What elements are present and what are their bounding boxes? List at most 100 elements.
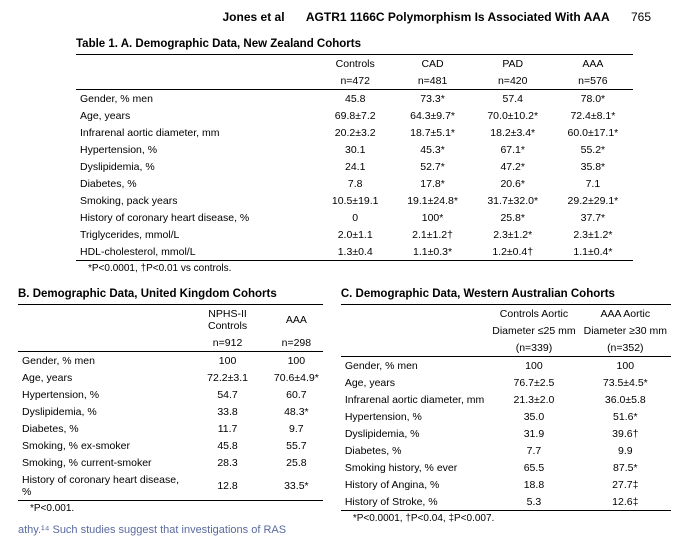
cell: 60.0±17.1* [553,124,633,141]
cell: 35.0 [488,408,579,425]
body-text-stub: athy.¹⁴ Such studies suggest that invest… [18,524,323,536]
cell: 52.7* [392,158,472,175]
table-row: Hypertension, %54.760.7 [18,386,323,403]
table-c: Controls AorticAAA AorticDiameter ≤25 mm… [341,304,671,511]
table-row: Gender, % men45.873.3*57.478.0* [76,90,633,108]
row-label: HDL-cholesterol, mmol/L [76,243,318,261]
table-a-title: Table 1. A. Demographic Data, New Zealan… [76,38,633,50]
cell: 24.1 [318,158,393,175]
row-label: Smoking, pack years [76,192,318,209]
cell: 51.6* [580,408,671,425]
cell: 35.8* [553,158,633,175]
cell: 55.7 [270,437,323,454]
row-label: Age, years [76,107,318,124]
row-label: Smoking, % ex-smoker [18,437,185,454]
cell: 87.5* [580,459,671,476]
table-row: Age, years72.2±3.170.6±4.9* [18,369,323,386]
cell: 76.7±2.5 [488,374,579,391]
table-row: Smoking history, % ever65.587.5* [341,459,671,476]
table-row: Smoking, pack years10.5±19.119.1±24.8*31… [76,192,633,209]
cell: 45.8 [185,437,270,454]
cell: 2.3±1.2* [553,226,633,243]
row-label: Dyslipidemia, % [341,425,488,442]
table-b: NPHS-II ControlsAAAn=912n=298 Gender, % … [18,304,323,501]
cell: 11.7 [185,420,270,437]
cell: 72.4±8.1* [553,107,633,124]
cell: 0 [318,209,393,226]
cell: 45.3* [392,141,472,158]
cell: 7.8 [318,175,393,192]
cell: 70.6±4.9* [270,369,323,386]
cell: 54.7 [185,386,270,403]
table-b-section: B. Demographic Data, United Kingdom Coho… [18,282,323,536]
row-label: Age, years [341,374,488,391]
cell: 100 [488,357,579,375]
cell: 100 [185,352,270,370]
row-label: Dyslipidemia, % [18,403,185,420]
table-b-footnote: *P<0.001. [30,503,323,514]
cell: 33.8 [185,403,270,420]
table-row: Age, years69.8±7.264.3±9.7*70.0±10.2*72.… [76,107,633,124]
cell: 28.3 [185,454,270,471]
table-row: History of coronary heart disease, %12.8… [18,471,323,501]
cell: 1.3±0.4 [318,243,393,261]
cell: 36.0±5.8 [580,391,671,408]
cell: 31.7±32.0* [473,192,553,209]
cell: 48.3* [270,403,323,420]
table-row: Infrarenal aortic diameter, mm21.3±2.036… [341,391,671,408]
cell: 29.2±29.1* [553,192,633,209]
table-row: Age, years76.7±2.573.5±4.5* [341,374,671,391]
cell: 9.9 [580,442,671,459]
running-head: Jones et al AGTR1 1166C Polymorphism Is … [18,10,671,24]
cell: 19.1±24.8* [392,192,472,209]
cell: 64.3±9.7* [392,107,472,124]
table-row: Hypertension, %35.051.6* [341,408,671,425]
table-c-footnote: *P<0.0001, †P<0.04, ‡P<0.007. [353,513,671,524]
table-row: Triglycerides, mmol/L2.0±1.12.1±1.2†2.3±… [76,226,633,243]
cell: 2.3±1.2* [473,226,553,243]
row-label: Infrarenal aortic diameter, mm [76,124,318,141]
table-a: ControlsCADPADAAAn=472n=481n=420n=576 Ge… [76,54,633,261]
table-c-title: C. Demographic Data, Western Australian … [341,288,671,300]
cell: 70.0±10.2* [473,107,553,124]
cell: 1.2±0.4† [473,243,553,261]
table-row: Diabetes, %7.817.8*20.6*7.1 [76,175,633,192]
row-label: Diabetes, % [341,442,488,459]
row-label: Hypertension, % [76,141,318,158]
cell: 27.7‡ [580,476,671,493]
cell: 69.8±7.2 [318,107,393,124]
cell: 100 [270,352,323,370]
table-row: History of Stroke, %5.312.6‡ [341,493,671,511]
table-row: Dyslipidemia, %33.848.3* [18,403,323,420]
row-label: Diabetes, % [18,420,185,437]
table-row: Gender, % men100100 [341,357,671,375]
cell: 100* [392,209,472,226]
table-row: HDL-cholesterol, mmol/L1.3±0.41.1±0.3*1.… [76,243,633,261]
row-label: Smoking history, % ever [341,459,488,476]
cell: 31.9 [488,425,579,442]
cell: 72.2±3.1 [185,369,270,386]
cell: 10.5±19.1 [318,192,393,209]
cell: 1.1±0.3* [392,243,472,261]
row-label: Diabetes, % [76,175,318,192]
cell: 25.8* [473,209,553,226]
cell: 78.0* [553,90,633,108]
cell: 60.7 [270,386,323,403]
row-label: Infrarenal aortic diameter, mm [341,391,488,408]
article-title: AGTR1 1166C Polymorphism Is Associated W… [306,10,610,24]
cell: 18.2±3.4* [473,124,553,141]
cell: 37.7* [553,209,633,226]
authors: Jones et al [223,10,285,24]
table-c-section: C. Demographic Data, Western Australian … [341,282,671,536]
cell: 9.7 [270,420,323,437]
cell: 1.1±0.4* [553,243,633,261]
cell: 67.1* [473,141,553,158]
cell: 57.4 [473,90,553,108]
table-row: Infrarenal aortic diameter, mm20.2±3.218… [76,124,633,141]
page-number: 765 [631,10,651,24]
row-label: Gender, % men [18,352,185,370]
cell: 18.8 [488,476,579,493]
table-a-footnote: *P<0.0001, †P<0.01 vs controls. [88,263,633,274]
cell: 65.5 [488,459,579,476]
cell: 73.3* [392,90,472,108]
